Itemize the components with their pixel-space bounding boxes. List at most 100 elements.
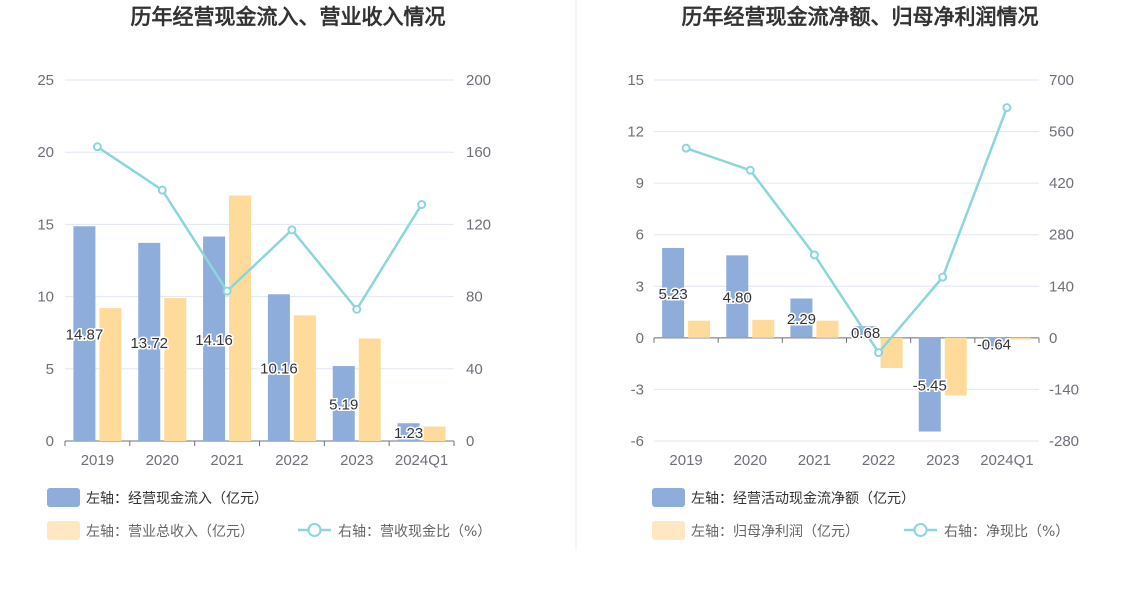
legend-swatch-bar bbox=[652, 488, 685, 507]
bar-secondary bbox=[164, 298, 187, 441]
ratio-point bbox=[745, 165, 755, 175]
ratio-line bbox=[96, 145, 423, 312]
bar-primary bbox=[73, 226, 96, 441]
bar-secondary bbox=[816, 320, 839, 338]
left-axis-tick-label: 9 bbox=[636, 175, 644, 192]
bar-primary bbox=[982, 337, 1005, 349]
legend-label: 右轴：净现比（%） bbox=[944, 524, 1069, 540]
right-axis-tick-label: 560 bbox=[1049, 124, 1074, 141]
grid-lines bbox=[654, 79, 1039, 442]
left-axis-tick-label: 0 bbox=[636, 330, 644, 347]
bar-data-label: 1.23 bbox=[394, 425, 423, 442]
bar-primary bbox=[397, 423, 420, 441]
bar-data-label: 13.72 bbox=[130, 335, 168, 352]
ratio-point bbox=[352, 304, 362, 314]
legend-swatch-bar bbox=[47, 488, 80, 507]
right-axis-tick-label: 0 bbox=[466, 433, 474, 450]
bar-data-label: 4.80 bbox=[723, 290, 752, 307]
ratio-point bbox=[417, 200, 427, 210]
x-axis-tick-label: 2020 bbox=[146, 452, 179, 469]
bar-primary bbox=[332, 366, 355, 441]
bar-data-label: 10.16 bbox=[260, 361, 298, 378]
left-axis-tick-label: -6 bbox=[631, 433, 644, 450]
ratio-point bbox=[287, 225, 297, 235]
right-axis-tick-label: 0 bbox=[1049, 330, 1057, 347]
legend-swatch-bar bbox=[47, 521, 80, 540]
left-axis-tick-label: 6 bbox=[636, 227, 644, 244]
bar-primary bbox=[203, 236, 226, 441]
x-axis-tick-label: 2022 bbox=[275, 452, 308, 469]
x-axis-tick-label: 2024Q1 bbox=[980, 452, 1033, 469]
left-axis-tick-label: 10 bbox=[37, 289, 54, 306]
right-axis-tick-label: 80 bbox=[466, 289, 483, 306]
bar-data-label: 5.23 bbox=[658, 286, 687, 303]
chart-left-cashflow-revenue: 历年经营现金流入、营业收入情况 0 5 10 15 20 25 0 40 80 120 160 200 2… bbox=[37, 5, 491, 540]
bar-secondary bbox=[688, 320, 711, 338]
bar-secondary bbox=[293, 315, 316, 441]
bar-data-label: 0.68 bbox=[851, 325, 880, 342]
legend-label: 左轴：经营活动现金流净额（亿元） bbox=[691, 491, 915, 507]
ratio-point bbox=[809, 250, 819, 260]
left-axis-tick-label: -3 bbox=[631, 381, 644, 398]
legend-swatch-marker bbox=[307, 523, 322, 537]
left-axis-tick-label: 12 bbox=[627, 124, 644, 141]
x-axis-tick-label: 2020 bbox=[734, 452, 767, 469]
ratio-point bbox=[92, 142, 102, 152]
bar-data-label: -5.45 bbox=[913, 378, 947, 395]
right-axis-tick-label: 280 bbox=[1049, 227, 1074, 244]
x-axis-tick-label: 2019 bbox=[669, 452, 702, 469]
x-axis-tick-label: 2021 bbox=[798, 452, 831, 469]
x-axis-tick-label: 2023 bbox=[926, 452, 959, 469]
left-axis-tick-label: 3 bbox=[636, 278, 644, 295]
bar-primary bbox=[662, 247, 685, 338]
right-axis-tick-label: -280 bbox=[1049, 433, 1079, 450]
right-axis-tick-label: 700 bbox=[1049, 72, 1074, 89]
bar-secondary bbox=[423, 426, 446, 441]
bar-data-label: -0.64 bbox=[977, 336, 1011, 353]
bar-secondary bbox=[1008, 337, 1031, 340]
left-axis-tick-label: 15 bbox=[627, 72, 644, 89]
bar-data-label: 5.19 bbox=[329, 397, 358, 414]
ratio-point bbox=[222, 286, 232, 296]
ratio-point bbox=[1002, 103, 1012, 113]
bar-secondary bbox=[944, 337, 967, 396]
right-axis-tick-label: 140 bbox=[1049, 278, 1074, 295]
chart-title: 历年经营现金流净额、归母净利润情况 bbox=[682, 5, 1039, 29]
right-axis-tick-label: 420 bbox=[1049, 175, 1074, 192]
bar-data-label: 14.87 bbox=[66, 327, 104, 344]
legend-swatch-bar bbox=[652, 521, 685, 540]
right-axis-tick-label: 40 bbox=[466, 361, 483, 378]
left-axis-tick-label: 15 bbox=[37, 216, 54, 233]
bar-primary bbox=[267, 294, 290, 441]
bar-data-label: 14.16 bbox=[195, 332, 233, 349]
left-axis-tick-label: 25 bbox=[37, 72, 54, 89]
bar-primary bbox=[918, 337, 941, 432]
legend-label: 左轴：营业总收入（亿元） bbox=[86, 524, 254, 540]
bar-primary bbox=[790, 298, 813, 338]
right-axis-tick-label: 120 bbox=[466, 216, 491, 233]
legend: 左轴：经营活动现金流净额（亿元） 左轴：归母净利润（亿元） 右轴：净现比（%） bbox=[652, 488, 1069, 540]
x-axis-tick-label: 2019 bbox=[81, 452, 114, 469]
chart-right-netcash-netprofit: 历年经营现金流净额、归母净利润情况 -6 -3 0 3 6 9 12 15 -280 -140 0 14… bbox=[627, 5, 1079, 540]
bar-data-label: 2.29 bbox=[787, 311, 816, 328]
x-axis-tick-label: 2023 bbox=[340, 452, 373, 469]
bar-secondary bbox=[752, 319, 775, 338]
bar-secondary bbox=[99, 308, 122, 441]
bar-secondary bbox=[880, 337, 903, 368]
legend-label: 左轴：经营现金流入（亿元） bbox=[86, 491, 268, 507]
legend-label: 右轴：营收现金比（%） bbox=[338, 524, 491, 540]
right-axis-tick-label: -140 bbox=[1049, 381, 1079, 398]
legend: 左轴：经营现金流入（亿元） 左轴：营业总收入（亿元） 右轴：营收现金比（%） bbox=[47, 488, 491, 540]
ratio-point bbox=[157, 185, 167, 195]
left-axis-tick-label: 5 bbox=[46, 361, 54, 378]
right-axis-tick-label: 160 bbox=[466, 144, 491, 161]
legend-label: 左轴：归母净利润（亿元） bbox=[691, 523, 859, 540]
ratio-point bbox=[938, 272, 948, 282]
x-axis-tick-label: 2024Q1 bbox=[395, 452, 448, 469]
ratio-point bbox=[681, 143, 691, 153]
bar-secondary bbox=[229, 195, 252, 441]
bar-primary bbox=[726, 255, 749, 338]
ratio-line bbox=[685, 107, 1009, 355]
ratio-point bbox=[874, 348, 884, 358]
